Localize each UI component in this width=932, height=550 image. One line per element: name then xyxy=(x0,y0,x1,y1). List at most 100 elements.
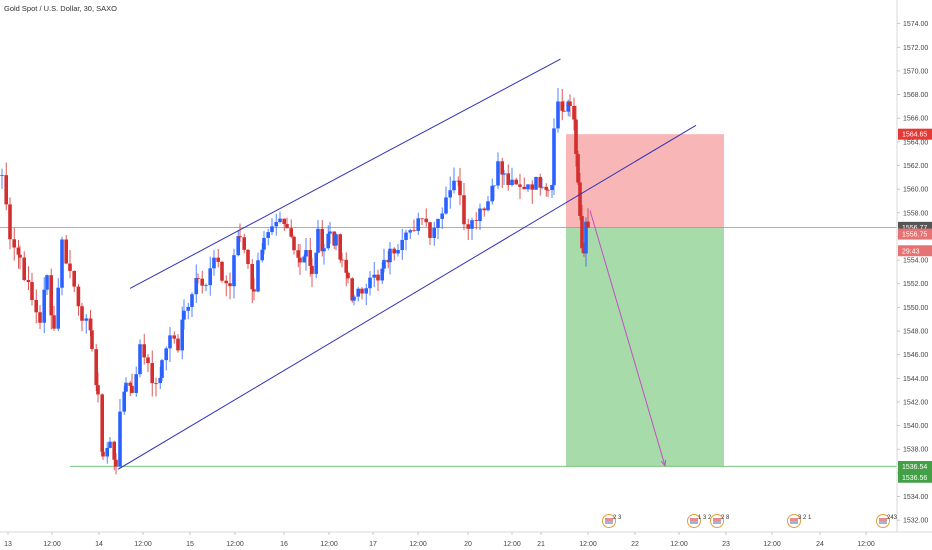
price-tag-countdown: 29:43 xyxy=(898,245,932,257)
candle-body xyxy=(470,220,474,229)
price-tag-box xyxy=(898,461,932,473)
candle-body xyxy=(530,184,534,190)
flag-stripe xyxy=(879,518,887,521)
candle xyxy=(502,169,506,185)
candle-body xyxy=(424,218,428,223)
price-tag-label: 1564.65 xyxy=(902,132,927,139)
candle-body xyxy=(428,222,432,238)
candle-body xyxy=(292,236,296,251)
candle-body xyxy=(8,204,12,240)
candle xyxy=(208,256,212,296)
candle-body xyxy=(500,161,504,175)
candle-body xyxy=(154,383,158,384)
candle-body xyxy=(432,227,436,238)
candle xyxy=(340,252,344,268)
candle-body xyxy=(552,128,556,186)
candle xyxy=(142,333,146,365)
candle-body xyxy=(52,315,56,329)
candle xyxy=(124,377,128,393)
candle xyxy=(12,228,16,261)
price-tag-box xyxy=(898,471,932,483)
candle-body xyxy=(76,286,81,307)
candle xyxy=(80,302,84,332)
economic-events: 2 3 1 3 2 2 8 3 2 1 243 xyxy=(602,514,898,528)
price-tag-label: 1556.75 xyxy=(902,232,927,239)
candle-body xyxy=(146,357,150,364)
y-tick-label: 1544.00 xyxy=(903,376,928,383)
candle xyxy=(458,167,462,205)
candle xyxy=(224,275,228,297)
candle-body xyxy=(100,394,104,452)
candle-body xyxy=(372,274,376,278)
candle-body xyxy=(382,259,386,269)
candle xyxy=(190,292,194,317)
candle-body xyxy=(130,385,134,393)
candle xyxy=(282,218,286,231)
candle xyxy=(34,289,38,324)
candle xyxy=(138,339,142,378)
candle xyxy=(16,239,21,269)
candle-body xyxy=(452,180,456,191)
event-marker: 3 2 1 xyxy=(787,514,812,528)
x-tick-label: 12:00 xyxy=(320,541,338,548)
candle-body xyxy=(544,186,548,190)
candle-body xyxy=(124,382,128,392)
candle xyxy=(506,164,510,191)
candle-body xyxy=(94,349,98,386)
candle-body xyxy=(138,344,142,375)
candle xyxy=(101,444,105,461)
x-tick-label: 22 xyxy=(631,541,639,548)
candle-body xyxy=(436,218,440,228)
candle xyxy=(522,177,526,190)
candle xyxy=(466,218,470,241)
candle-body xyxy=(302,256,306,263)
candle-body xyxy=(344,259,348,273)
candle-body xyxy=(182,310,186,320)
event-marker: 2 3 xyxy=(602,514,622,528)
candle xyxy=(486,195,490,212)
candle-body xyxy=(482,208,486,211)
price-tag-current: 1556.77 xyxy=(898,221,932,233)
candle-body xyxy=(340,259,344,261)
candle xyxy=(400,228,404,260)
candle-body xyxy=(466,224,470,229)
x-tick-label: 16 xyxy=(280,541,288,548)
candle-body xyxy=(490,185,494,202)
candle-body xyxy=(322,248,326,252)
candle-body xyxy=(546,189,550,191)
candle-body xyxy=(12,239,16,248)
candle xyxy=(424,208,428,227)
candle xyxy=(216,249,220,268)
candle-body xyxy=(168,335,172,349)
candle xyxy=(560,88,564,121)
candle-body xyxy=(314,252,318,274)
flag-stripe xyxy=(690,521,698,524)
candle-body xyxy=(236,236,240,256)
candle-body xyxy=(328,231,332,234)
candle-body xyxy=(194,278,198,295)
candle-body xyxy=(408,230,412,233)
candle xyxy=(114,453,118,475)
y-tick-label: 1562.00 xyxy=(903,163,928,170)
price-tag-target: 1536.56 xyxy=(898,471,932,483)
candle-body xyxy=(34,299,38,313)
candle-body xyxy=(216,257,220,262)
candle-body xyxy=(350,278,354,301)
projection-arrow-head xyxy=(660,459,667,468)
candle xyxy=(246,249,250,269)
y-tick-label: 1564.00 xyxy=(903,139,928,146)
candle-body xyxy=(440,213,444,219)
x-tick-label: 12:00 xyxy=(763,541,781,548)
candle xyxy=(212,250,216,276)
candle-body xyxy=(208,268,212,286)
candle-body xyxy=(204,285,208,286)
candle xyxy=(194,264,198,303)
candle-body xyxy=(296,250,300,258)
candle xyxy=(278,211,282,224)
candle xyxy=(270,218,274,236)
candle xyxy=(552,118,556,195)
candle-body xyxy=(584,221,588,254)
candle xyxy=(344,252,348,287)
candle xyxy=(530,180,534,204)
